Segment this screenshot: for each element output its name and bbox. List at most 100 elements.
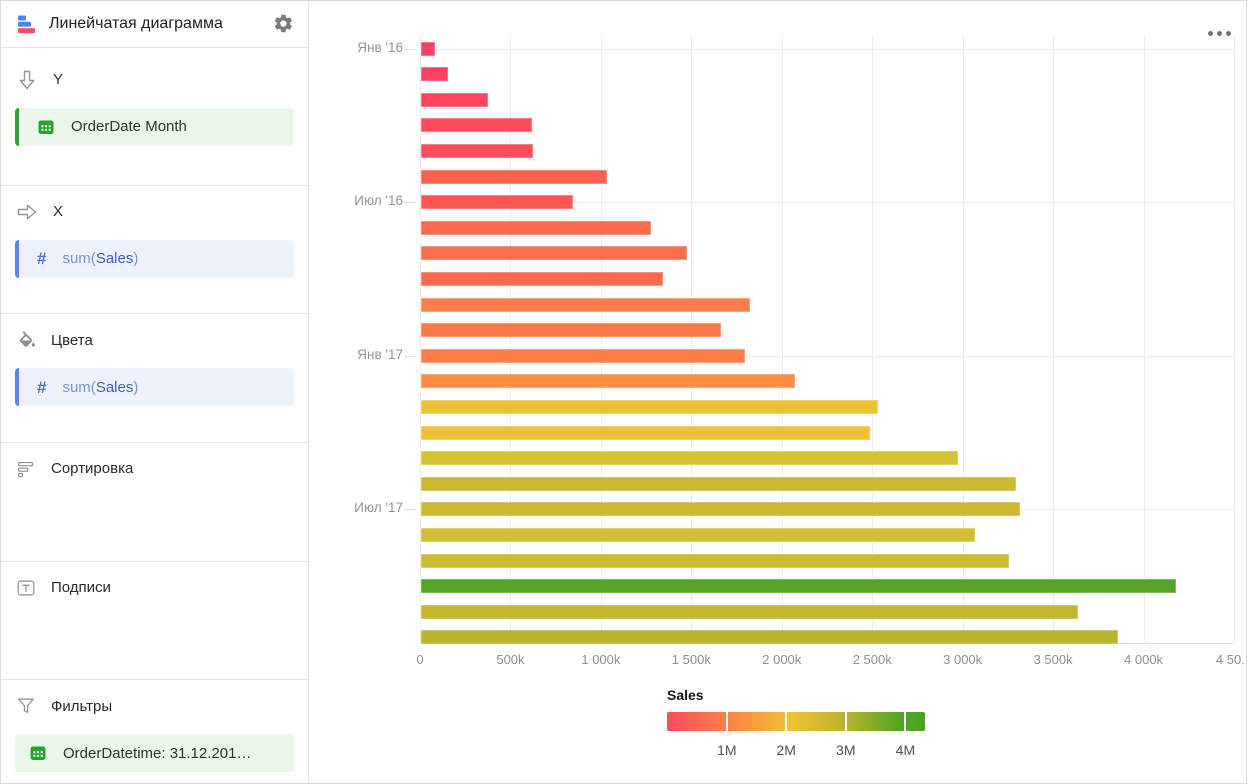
section-colors: Цвета # sum(Sales)	[1, 314, 308, 443]
bar[interactable]	[421, 169, 608, 184]
field-accent-stripe	[15, 368, 19, 407]
bar[interactable]	[421, 553, 1009, 568]
field-orderdate-month[interactable]: OrderDate Month	[15, 107, 294, 146]
x-gridline	[691, 35, 693, 643]
x-tick-label: 2 000k	[762, 652, 802, 667]
bar[interactable]	[421, 195, 573, 210]
x-tick-label: 4 000k	[1124, 652, 1164, 667]
x-gridline	[1053, 35, 1055, 643]
x-gridline	[781, 35, 783, 643]
legend-gradient-bar	[667, 712, 925, 731]
x-tick-label: 500k	[496, 652, 525, 667]
x-tick-label: 3 000k	[943, 652, 983, 667]
x-tick-label: 1 000k	[581, 652, 621, 667]
bar[interactable]	[421, 502, 1020, 517]
x-tick-label: 1 500k	[671, 652, 711, 667]
section-label-filters: Фильтры	[51, 697, 113, 715]
bar[interactable]	[421, 579, 1177, 594]
arrow-down-icon	[19, 70, 35, 90]
bar[interactable]	[421, 425, 870, 440]
y-tick-mark	[405, 48, 415, 50]
x-gridline	[962, 35, 964, 643]
y-tick-label: Июл '16	[354, 193, 403, 209]
legend-separator	[725, 712, 728, 731]
x-gridline	[600, 35, 602, 643]
text-icon	[17, 580, 35, 596]
bar[interactable]	[421, 374, 795, 389]
x-gridline	[1143, 35, 1145, 643]
sidebar-header: Линейчатая диаграмма	[1, 1, 308, 48]
y-tick-mark	[405, 355, 415, 357]
legend-separator	[785, 712, 788, 731]
section-label-sort: Сортировка	[51, 460, 134, 478]
y-tick-mark	[405, 202, 415, 204]
legend-tick-label: 3M	[836, 742, 856, 758]
bar[interactable]	[421, 246, 687, 261]
calendar-icon	[29, 744, 47, 762]
section-y: Y OrderDate Month	[1, 48, 308, 186]
bar[interactable]	[421, 220, 651, 235]
bar[interactable]	[421, 323, 722, 338]
bar[interactable]	[421, 630, 1119, 645]
bar[interactable]	[421, 41, 436, 56]
paint-bucket-icon	[19, 331, 35, 348]
field-filter-orderdatetime[interactable]: OrderDatetime: 31.12.201…	[15, 734, 294, 773]
color-legend: Sales 1M 2M 3M 4M	[667, 687, 929, 760]
bar[interactable]	[421, 118, 533, 133]
gear-icon	[274, 15, 292, 33]
field-sum-sales-colors[interactable]: # sum(Sales)	[15, 368, 294, 407]
x-gridline	[510, 35, 512, 643]
section-label-y: Y	[53, 71, 64, 89]
x-tick-label: 0	[416, 652, 424, 667]
y-tick-mark	[405, 509, 415, 511]
bar-chart-type-icon[interactable]	[15, 13, 37, 35]
y-gridline	[420, 48, 1235, 50]
legend-title: Sales	[667, 687, 704, 703]
bar[interactable]	[421, 67, 449, 82]
legend-tick-label: 1M	[717, 742, 737, 758]
x-tick-label: 2 500k	[852, 652, 892, 667]
y-tick-label: Янв '16	[357, 39, 403, 55]
hash-icon: #	[37, 377, 47, 397]
bar[interactable]	[421, 451, 959, 466]
field-accent-stripe	[15, 107, 19, 146]
section-label-x: X	[53, 203, 64, 221]
settings-gear-button[interactable]	[273, 13, 294, 34]
bar[interactable]	[421, 527, 975, 542]
field-label: sum(Sales)	[62, 378, 139, 396]
ellipsis-icon	[1208, 31, 1213, 36]
y-gridline	[420, 202, 1235, 204]
bar[interactable]	[421, 297, 751, 312]
calendar-icon	[37, 118, 55, 136]
plot-area: 0 500k 1 000k 1 500k 2 000k 2 500k 3 000k 3 500…	[354, 35, 1246, 667]
ellipsis-icon	[1226, 31, 1231, 36]
section-label-labels: Подписи	[51, 579, 111, 597]
bar[interactable]	[421, 604, 1078, 619]
bar[interactable]	[421, 348, 745, 363]
legend-tick-label: 2M	[776, 742, 796, 758]
legend-separator	[904, 712, 907, 731]
hash-icon: #	[37, 249, 47, 269]
field-accent-stripe	[15, 239, 19, 278]
bar[interactable]	[421, 143, 534, 158]
section-label-colors: Цвета	[51, 331, 93, 349]
x-gridline	[420, 35, 421, 643]
x-gridline	[1234, 35, 1235, 643]
bar[interactable]	[421, 476, 1017, 491]
chart-menu-button[interactable]	[1208, 31, 1231, 36]
legend-tick-labels: 1M 2M 3M 4M	[667, 742, 925, 760]
y-tick-label: Июл '17	[354, 500, 403, 516]
y-tick-label: Янв '17	[357, 346, 403, 362]
bar[interactable]	[421, 92, 488, 107]
x-tick-label: 4 50...	[1215, 652, 1246, 667]
chart-type-label[interactable]: Линейчатая диаграмма	[49, 14, 223, 32]
x-tick-label: 3 500k	[1033, 652, 1073, 667]
field-label: sum(Sales)	[62, 250, 139, 268]
sort-icon	[18, 461, 34, 478]
x-gridline	[872, 35, 874, 643]
bar[interactable]	[421, 271, 664, 286]
field-sum-sales-x[interactable]: # sum(Sales)	[15, 239, 294, 278]
bar[interactable]	[421, 399, 878, 414]
config-sidebar: Линейчатая диаграмма Y	[1, 1, 309, 783]
